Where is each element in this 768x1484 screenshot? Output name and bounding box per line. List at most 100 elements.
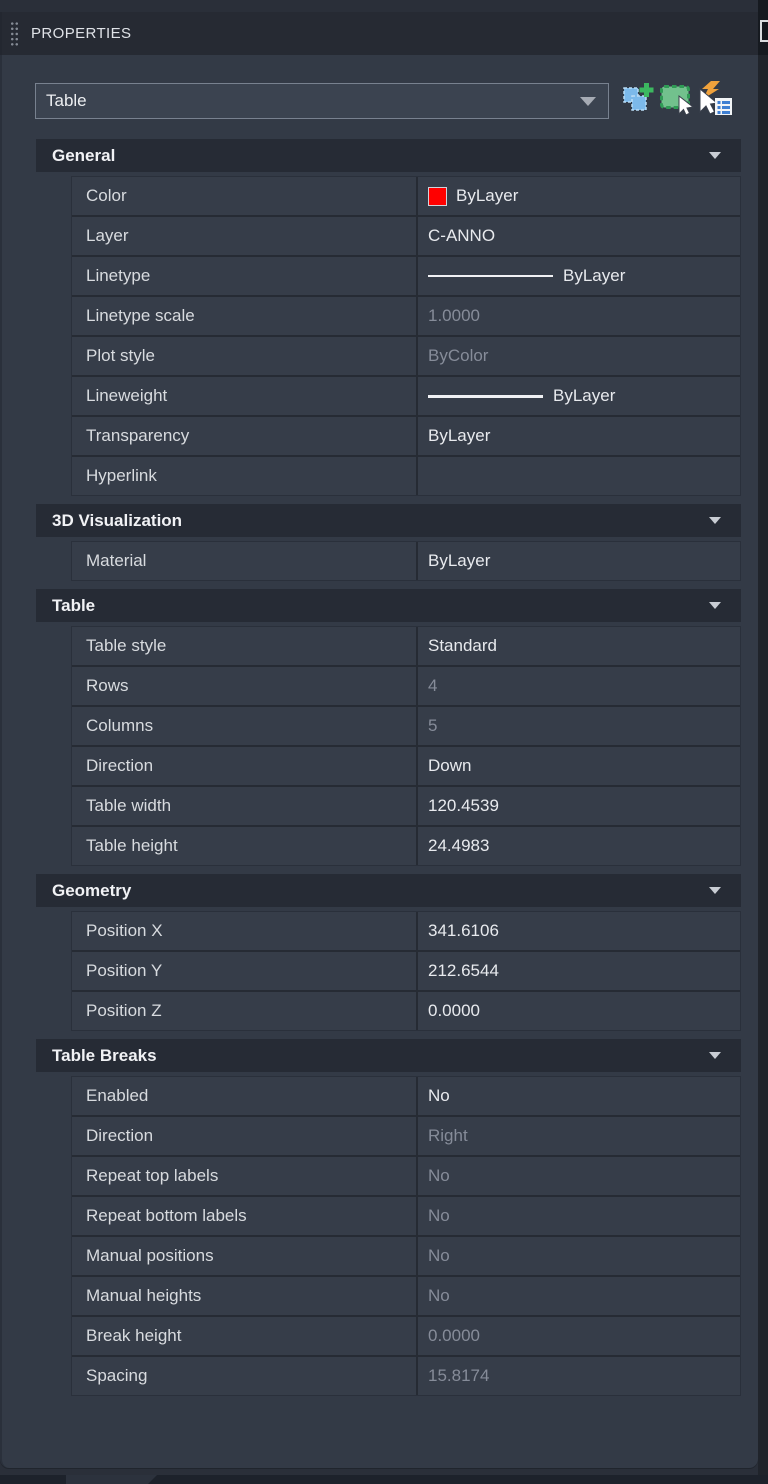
- property-value[interactable]: 212.6544: [418, 952, 740, 990]
- property-value[interactable]: No: [418, 1197, 740, 1235]
- property-value[interactable]: 4: [418, 667, 740, 705]
- linetype-sample-line: [428, 275, 553, 277]
- property-row-material[interactable]: Material ByLayer: [72, 542, 740, 580]
- property-row-table-height[interactable]: Table height 24.4983: [72, 827, 740, 865]
- property-value[interactable]: 341.6106: [418, 912, 740, 950]
- section-rows: Table style Standard Rows 4 Columns 5 Directio…: [71, 626, 741, 866]
- property-value[interactable]: Right: [418, 1117, 740, 1155]
- property-row-position-x[interactable]: Position X 341.6106: [72, 912, 740, 950]
- section-header-3d-visualization[interactable]: 3D Visualization: [36, 504, 741, 537]
- collapse-arrow-icon[interactable]: [709, 152, 721, 159]
- property-row-repeat-top-labels[interactable]: Repeat top labels No: [72, 1157, 740, 1195]
- property-row-columns[interactable]: Columns 5: [72, 707, 740, 745]
- property-value[interactable]: ByColor: [418, 337, 740, 375]
- property-value-text: 212.6544: [428, 961, 499, 980]
- property-row-direction[interactable]: Direction Down: [72, 747, 740, 785]
- property-value[interactable]: No: [418, 1077, 740, 1115]
- collapse-arrow-icon[interactable]: [709, 602, 721, 609]
- section-header-table-breaks[interactable]: Table Breaks: [36, 1039, 741, 1072]
- property-value-text: 0.0000: [428, 1001, 480, 1020]
- drag-grip-handle[interactable]: [10, 20, 19, 47]
- property-label: Direction: [72, 747, 418, 785]
- drawing-object-fragment: [760, 20, 768, 42]
- property-label: Position Y: [72, 952, 418, 990]
- property-value[interactable]: No: [418, 1277, 740, 1315]
- property-label: Manual heights: [72, 1277, 418, 1315]
- drawing-area-strip: [758, 0, 768, 1484]
- property-value[interactable]: Down: [418, 747, 740, 785]
- property-value-text: ByLayer: [563, 266, 626, 285]
- pickadd-toggle-button[interactable]: [619, 82, 657, 120]
- property-row-linetype-scale[interactable]: Linetype scale 1.0000: [72, 297, 740, 335]
- section-geometry: Geometry Position X 341.6106 Position Y 212.…: [36, 874, 741, 1031]
- property-value[interactable]: [418, 457, 740, 495]
- property-row-rows[interactable]: Rows 4: [72, 667, 740, 705]
- property-row-spacing[interactable]: Spacing 15.8174: [72, 1357, 740, 1395]
- property-value[interactable]: 0.0000: [418, 1317, 740, 1355]
- property-value[interactable]: Standard: [418, 627, 740, 665]
- property-row-hyperlink[interactable]: Hyperlink: [72, 457, 740, 495]
- property-row-lineweight[interactable]: Lineweight ByLayer: [72, 377, 740, 415]
- property-label: Manual positions: [72, 1237, 418, 1275]
- property-value[interactable]: ByLayer: [418, 377, 740, 415]
- property-value-text: Standard: [428, 636, 497, 655]
- property-value[interactable]: 0.0000: [418, 992, 740, 1030]
- property-label: Table height: [72, 827, 418, 865]
- property-row-break-height[interactable]: Break height 0.0000: [72, 1317, 740, 1355]
- property-row-manual-heights[interactable]: Manual heights No: [72, 1277, 740, 1315]
- property-label: Material: [72, 542, 418, 580]
- collapse-arrow-icon[interactable]: [709, 517, 721, 524]
- property-value[interactable]: 120.4539: [418, 787, 740, 825]
- property-row-manual-positions[interactable]: Manual positions No: [72, 1237, 740, 1275]
- property-label: Repeat bottom labels: [72, 1197, 418, 1235]
- property-value[interactable]: 5: [418, 707, 740, 745]
- section-3d-visualization: 3D Visualization Material ByLayer: [36, 504, 741, 581]
- section-title: Geometry: [52, 880, 132, 900]
- section-rows: Color ByLayer Layer C-ANNO Linetype ByLayer Li…: [71, 176, 741, 496]
- property-row-direction[interactable]: Direction Right: [72, 1117, 740, 1155]
- property-label: Table style: [72, 627, 418, 665]
- property-value-text: No: [428, 1166, 450, 1185]
- property-value-text: 5: [428, 716, 438, 735]
- section-general: General Color ByLayer Layer C-ANNO Linetype By…: [36, 139, 741, 496]
- property-row-plot-style[interactable]: Plot style ByColor: [72, 337, 740, 375]
- property-value[interactable]: 1.0000: [418, 297, 740, 335]
- property-value[interactable]: ByLayer: [418, 542, 740, 580]
- property-value[interactable]: 24.4983: [418, 827, 740, 865]
- property-value[interactable]: C-ANNO: [418, 217, 740, 255]
- collapse-arrow-icon[interactable]: [709, 887, 721, 894]
- quick-select-button[interactable]: [695, 80, 733, 120]
- select-objects-button[interactable]: [657, 82, 695, 120]
- property-value[interactable]: 15.8174: [418, 1357, 740, 1395]
- palette-toolbar: [619, 80, 733, 120]
- section-header-general[interactable]: General: [36, 139, 741, 172]
- bottom-tab-strip: [0, 1475, 768, 1484]
- property-row-color[interactable]: Color ByLayer: [72, 177, 740, 215]
- property-row-repeat-bottom-labels[interactable]: Repeat bottom labels No: [72, 1197, 740, 1235]
- object-type-dropdown[interactable]: Table: [35, 83, 609, 119]
- property-label: Linetype: [72, 257, 418, 295]
- property-label: Hyperlink: [72, 457, 418, 495]
- property-value[interactable]: No: [418, 1157, 740, 1195]
- section-header-table[interactable]: Table: [36, 589, 741, 622]
- property-value[interactable]: ByLayer: [418, 177, 740, 215]
- section-rows: Material ByLayer: [71, 541, 741, 581]
- property-value[interactable]: ByLayer: [418, 257, 740, 295]
- property-value[interactable]: ByLayer: [418, 417, 740, 455]
- section-header-geometry[interactable]: Geometry: [36, 874, 741, 907]
- property-row-layer[interactable]: Layer C-ANNO: [72, 217, 740, 255]
- property-label: Columns: [72, 707, 418, 745]
- property-value-text: Right: [428, 1126, 468, 1145]
- property-row-table-width[interactable]: Table width 120.4539: [72, 787, 740, 825]
- section-title: Table Breaks: [52, 1045, 157, 1065]
- property-row-table-style[interactable]: Table style Standard: [72, 627, 740, 665]
- property-row-transparency[interactable]: Transparency ByLayer: [72, 417, 740, 455]
- property-value-text: 120.4539: [428, 796, 499, 815]
- property-value[interactable]: No: [418, 1237, 740, 1275]
- property-row-linetype[interactable]: Linetype ByLayer: [72, 257, 740, 295]
- collapse-arrow-icon[interactable]: [709, 1052, 721, 1059]
- property-row-position-y[interactable]: Position Y 212.6544: [72, 952, 740, 990]
- section-table: Table Table style Standard Rows 4 Columns 5 Dir…: [36, 589, 741, 866]
- property-row-enabled[interactable]: Enabled No: [72, 1077, 740, 1115]
- property-row-position-z[interactable]: Position Z 0.0000: [72, 992, 740, 1030]
